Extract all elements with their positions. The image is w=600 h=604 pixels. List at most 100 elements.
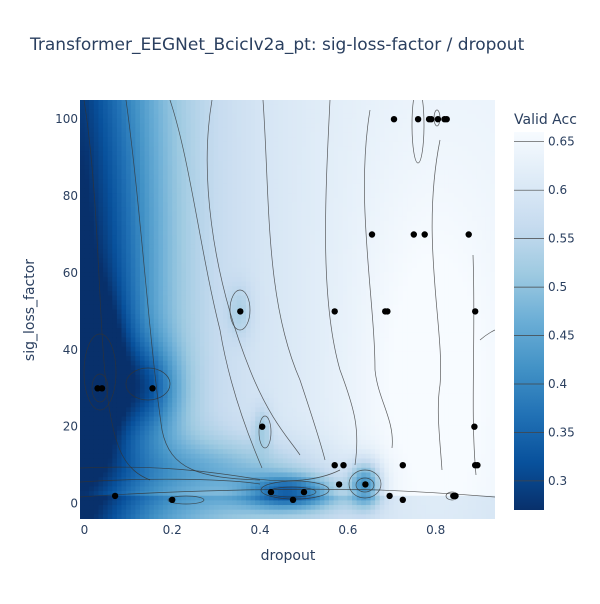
heatmap-cell bbox=[236, 100, 242, 106]
heatmap-cell bbox=[107, 449, 113, 455]
heatmap-cell bbox=[93, 183, 100, 190]
heatmap-cell bbox=[89, 356, 95, 362]
heatmap-cell bbox=[144, 258, 150, 264]
heatmap-cell bbox=[199, 151, 206, 157]
heatmap-cell bbox=[149, 370, 155, 376]
heatmap-cell bbox=[135, 300, 141, 306]
heatmap-cell bbox=[112, 281, 118, 287]
heatmap-cell bbox=[227, 514, 233, 519]
heatmap-cell bbox=[218, 258, 224, 264]
heatmap-cell bbox=[186, 281, 192, 287]
heatmap-cell bbox=[93, 393, 100, 399]
heatmap-cell bbox=[204, 346, 210, 352]
heatmap-cell bbox=[116, 188, 123, 194]
heatmap-cell bbox=[333, 235, 339, 241]
heatmap-cell bbox=[121, 379, 127, 385]
heatmap-cell bbox=[103, 477, 109, 483]
heatmap-cell bbox=[153, 495, 159, 501]
heatmap-cell bbox=[190, 356, 196, 362]
heatmap-cell bbox=[218, 286, 224, 292]
heatmap-cell bbox=[241, 188, 247, 194]
heatmap-cell bbox=[292, 109, 298, 115]
heatmap-cell bbox=[255, 244, 261, 250]
heatmap-cell bbox=[176, 118, 183, 124]
heatmap-cell bbox=[139, 388, 146, 394]
heatmap-cell bbox=[310, 342, 316, 348]
heatmap-cell bbox=[218, 113, 224, 120]
heatmap-cell bbox=[190, 193, 196, 199]
heatmap-cell bbox=[213, 258, 219, 264]
heatmap-cell bbox=[218, 137, 224, 143]
heatmap-cell bbox=[222, 300, 229, 306]
heatmap-cell bbox=[329, 262, 335, 269]
heatmap-cell bbox=[250, 281, 256, 287]
heatmap-cell bbox=[149, 123, 155, 129]
heatmap-cell bbox=[163, 323, 169, 329]
heatmap-cell bbox=[153, 169, 159, 176]
heatmap-cell bbox=[282, 453, 289, 460]
heatmap-cell bbox=[296, 453, 302, 460]
heatmap-cell bbox=[246, 481, 252, 488]
heatmap-cell bbox=[186, 463, 192, 469]
heatmap-cell bbox=[103, 179, 109, 185]
heatmap-cell bbox=[296, 351, 302, 357]
heatmap-cell bbox=[93, 332, 100, 339]
heatmap-cell bbox=[116, 486, 123, 492]
heatmap-cell bbox=[259, 481, 266, 488]
heatmap-cell bbox=[139, 100, 146, 106]
heatmap-cell bbox=[236, 290, 242, 297]
heatmap-cell bbox=[273, 165, 279, 171]
heatmap-cell bbox=[163, 328, 169, 334]
heatmap-cell bbox=[264, 281, 270, 287]
heatmap-cell bbox=[176, 272, 183, 278]
heatmap-cell bbox=[93, 304, 100, 311]
heatmap-cell bbox=[163, 216, 169, 222]
heatmap-cell bbox=[305, 113, 312, 120]
heatmap-cell bbox=[158, 188, 164, 194]
heatmap-cell bbox=[269, 137, 275, 143]
heatmap-cell bbox=[315, 160, 321, 166]
heatmap-cell bbox=[149, 458, 155, 464]
heatmap-cell bbox=[218, 370, 224, 376]
heatmap-cell bbox=[149, 132, 155, 138]
heatmap-cell bbox=[259, 453, 266, 460]
heatmap-cell bbox=[130, 197, 136, 204]
heatmap-cell bbox=[232, 314, 238, 320]
heatmap-cell bbox=[167, 481, 173, 488]
heatmap-cell bbox=[204, 397, 210, 404]
heatmap-cell bbox=[195, 118, 201, 124]
heatmap-cell bbox=[255, 351, 261, 357]
heatmap-cell bbox=[273, 221, 279, 227]
heatmap-cell bbox=[186, 505, 192, 511]
heatmap-cell bbox=[324, 113, 330, 120]
heatmap-cell bbox=[264, 244, 270, 250]
heatmap-cell bbox=[282, 193, 289, 199]
heatmap-cell bbox=[186, 225, 192, 231]
heatmap-cell bbox=[282, 165, 289, 171]
heatmap-cell bbox=[246, 267, 252, 273]
heatmap-cell bbox=[204, 276, 210, 283]
heatmap-cell bbox=[167, 486, 173, 492]
heatmap-cell bbox=[213, 449, 219, 455]
heatmap-cell bbox=[158, 444, 164, 450]
heatmap-cell bbox=[292, 314, 298, 320]
heatmap-cell bbox=[218, 160, 224, 166]
heatmap-cell bbox=[333, 202, 339, 208]
heatmap-cell bbox=[139, 318, 146, 325]
heatmap-cell bbox=[222, 509, 229, 515]
heatmap-cell bbox=[227, 272, 233, 278]
heatmap-cell bbox=[199, 160, 206, 166]
heatmap-cell bbox=[84, 193, 90, 199]
heatmap-cell bbox=[287, 239, 293, 245]
heatmap-cell bbox=[199, 481, 206, 488]
heatmap-cell bbox=[287, 356, 293, 362]
heatmap-cell bbox=[250, 258, 256, 264]
heatmap-cell bbox=[209, 104, 215, 110]
heatmap-cell bbox=[153, 435, 159, 441]
heatmap-cell bbox=[315, 449, 321, 455]
heatmap-cell bbox=[130, 505, 136, 511]
heatmap-cell bbox=[250, 318, 256, 325]
heatmap-cell bbox=[236, 407, 242, 413]
heatmap-cell bbox=[259, 193, 266, 199]
heatmap-cell bbox=[167, 374, 173, 380]
